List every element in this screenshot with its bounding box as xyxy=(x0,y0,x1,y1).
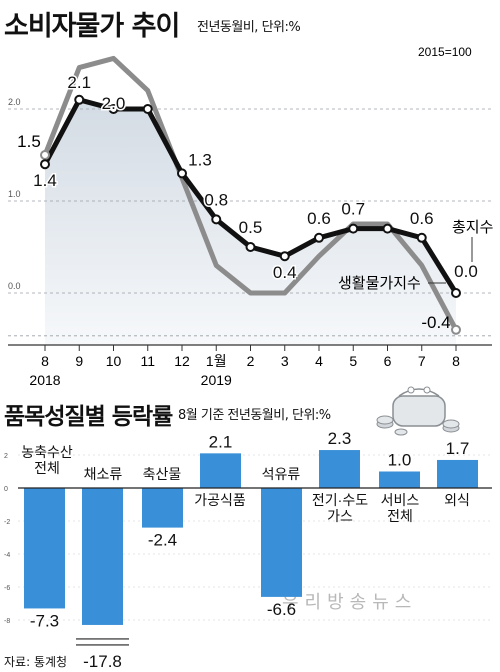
source-note: 자료: 통계청 xyxy=(4,655,68,669)
cpi-line-chart: 2015=100 2.0 1.0 0.0 8 9 10 11 12 1월 2 3 4 5 6 7 8 2018 2… xyxy=(8,45,493,388)
x-tick-label: 9 xyxy=(75,353,83,369)
total-point xyxy=(177,168,187,179)
x-tick-label: 7 xyxy=(418,353,426,369)
x-tick-label: 8 xyxy=(452,353,460,369)
living-point xyxy=(451,324,461,335)
x-tick-label: 10 xyxy=(106,353,122,369)
bar xyxy=(437,459,478,488)
y-tick-label: -2 xyxy=(4,519,10,526)
category-label: 가스 xyxy=(327,508,353,524)
x-tick-label: 8 xyxy=(41,353,49,369)
total-data-label: 1.4 xyxy=(33,171,57,190)
x-tick-label: 2 xyxy=(247,353,255,369)
value-label: -7.3 xyxy=(30,611,59,630)
category-label: 석유류 xyxy=(262,466,301,482)
bar xyxy=(200,453,241,488)
x-tick-label: 4 xyxy=(315,353,323,369)
category-label: 가공식품 xyxy=(194,492,246,508)
total-data-label: 0.6 xyxy=(410,209,434,228)
living-data-label: 1.5 xyxy=(17,132,41,151)
total-point xyxy=(451,288,461,298)
x-tick-label: 6 xyxy=(384,353,392,369)
category-label: 전체 xyxy=(34,460,60,476)
base-note: 2015=100 xyxy=(418,45,472,59)
bar xyxy=(82,488,123,625)
y-tick-label: 2.0 xyxy=(8,97,21,107)
total-point xyxy=(40,159,50,170)
total-data-label: 0.4 xyxy=(273,263,297,282)
year-label: 2018 xyxy=(29,372,60,388)
category-label: 전기·수도 xyxy=(312,492,368,508)
year-label: 2019 xyxy=(201,372,232,388)
value-label: 2.3 xyxy=(328,429,352,448)
y-tick-label: 0.0 xyxy=(8,281,21,291)
category-label: 외식 xyxy=(444,492,470,508)
watermark: 우리방송뉴스 xyxy=(282,592,418,613)
total-data-label: 2.0 xyxy=(102,94,126,113)
value-label: -6.6 xyxy=(267,600,296,619)
coin-purse-illustration xyxy=(376,386,460,436)
x-tick-label: 12 xyxy=(174,353,190,369)
value-label: -2.4 xyxy=(148,531,177,550)
bar xyxy=(142,488,183,528)
category-label: 축산물 xyxy=(143,466,182,482)
total-point xyxy=(211,214,222,225)
chart2-subtitle: 8월 기준 전년동월비, 단위:% xyxy=(178,408,331,423)
category-label: 서비스 xyxy=(381,492,420,508)
y-tick-label: -6 xyxy=(4,585,10,592)
total-data-label: 0.8 xyxy=(204,190,228,209)
bar xyxy=(24,488,65,609)
total-data-label: 2.1 xyxy=(67,73,91,92)
category-label: 전체 xyxy=(387,508,413,524)
area-fill xyxy=(45,99,456,345)
y-tick-label: 0 xyxy=(4,486,8,493)
y-tick-label: -4 xyxy=(4,552,10,559)
value-label: 1.0 xyxy=(388,451,412,470)
total-point xyxy=(382,223,393,234)
total-point xyxy=(314,232,324,243)
chart1-title: 소비자물가 추이 xyxy=(4,11,180,42)
value-label: 1.7 xyxy=(446,439,470,458)
total-point xyxy=(142,104,153,114)
total-data-label: 1.3 xyxy=(188,150,212,169)
total-point xyxy=(348,223,359,234)
bar xyxy=(319,450,360,488)
y-tick-label: 1.0 xyxy=(8,189,21,199)
series-label-total: 총지수 xyxy=(452,219,493,236)
x-tick-label: 3 xyxy=(281,353,289,369)
total-point xyxy=(108,104,119,114)
living-data-label: -0.4 xyxy=(421,313,450,332)
value-label: 2.1 xyxy=(209,432,233,451)
total-data-label: 0.6 xyxy=(307,209,331,228)
category-label: 채소류 xyxy=(84,466,123,482)
total-point xyxy=(74,94,85,105)
category-label: 농축수산 xyxy=(21,444,73,460)
total-data-label: 0.0 xyxy=(454,262,478,281)
bar xyxy=(261,488,302,597)
total-point xyxy=(245,242,256,252)
total-point xyxy=(279,251,290,262)
y-tick-label: 2 xyxy=(4,453,8,460)
bar xyxy=(379,471,420,488)
y-tick-label: -8 xyxy=(4,618,10,625)
x-tick-label: 11 xyxy=(140,353,155,369)
total-data-label: 0.5 xyxy=(239,218,263,237)
total-point xyxy=(416,232,427,243)
chart2-title: 품목성질별 등락률 xyxy=(4,404,173,430)
value-label: -17.8 xyxy=(83,652,122,671)
total-data-label: 0.7 xyxy=(341,200,365,219)
series-label-living: 생활물가지수 xyxy=(338,275,421,292)
x-tick-label: 5 xyxy=(349,353,357,369)
x-tick-label: 1월 xyxy=(206,353,227,369)
living-point xyxy=(40,150,50,160)
chart1-subtitle: 전년동월비, 단위:% xyxy=(197,20,301,35)
